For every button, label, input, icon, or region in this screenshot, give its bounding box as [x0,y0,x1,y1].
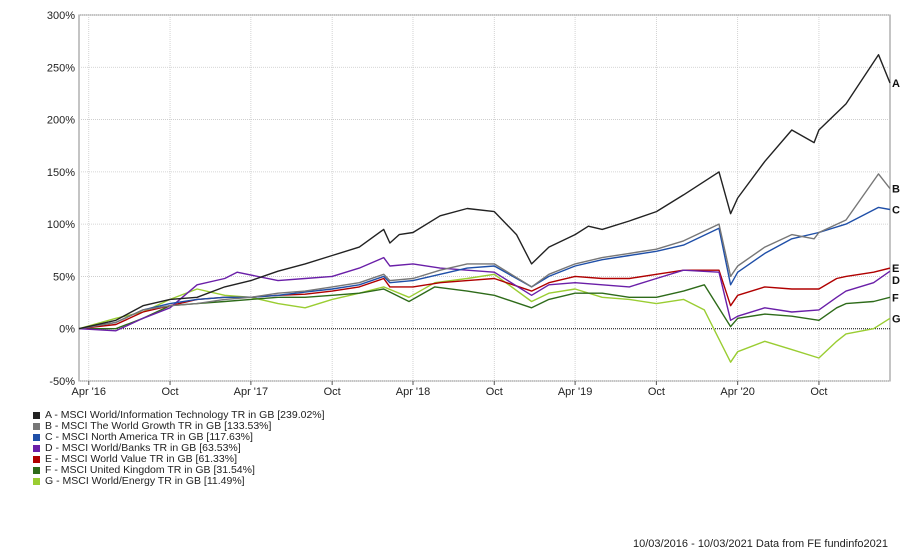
y-tick-label: 300% [47,10,75,22]
axis-ticks: -50% 0% 50% 100% 150% 200% 250% 300% Apr '16 Oct A… [47,10,828,398]
legend-item-e: E - MSCI World Value TR in GB [61.33%] [33,454,325,465]
x-tick-label: Oct [648,386,665,398]
legend-label: E - MSCI World Value TR in GB [61.33%] [45,453,237,465]
series-end-label-e: E [892,263,899,275]
legend-swatch [33,412,40,419]
legend-label: C - MSCI North America TR in GB [117.63%… [45,431,253,443]
series-line-e [78,267,891,330]
legend-item-b: B - MSCI The World Growth TR in GB [133.… [33,421,325,432]
x-tick-label: Apr '18 [396,386,431,398]
x-tick-label: Oct [161,386,178,398]
series-lines [78,54,891,363]
y-tick-label: -50% [49,376,75,388]
series-end-label-a: A [892,78,900,90]
x-tick-label: Apr '17 [234,386,269,398]
y-tick-label: 200% [47,115,75,127]
grid-lines [78,14,891,385]
plot-frame [78,14,891,382]
series-end-label-f: F [892,292,899,304]
legend-item-a: A - MSCI World/Information Technology TR… [33,410,325,421]
legend-label: B - MSCI The World Growth TR in GB [133.… [45,420,272,432]
series-line-a [78,54,891,330]
y-tick-label: 250% [47,62,75,74]
x-tick-label: Apr '20 [720,386,755,398]
series-line-d [78,256,891,332]
series-line-c [78,206,891,330]
series-line-b [78,173,891,330]
series-line-g [78,273,891,363]
legend-swatch [33,478,40,485]
legend-item-d: D - MSCI World/Banks TR in GB [63.53%] [33,443,325,454]
legend-item-g: G - MSCI World/Energy TR in GB [11.49%] [33,476,325,487]
chart-legend: A - MSCI World/Information Technology TR… [33,410,325,487]
series-end-label-b: B [892,184,900,196]
line-chart: -50% 0% 50% 100% 150% 200% 250% 300% Apr '16 Oct A… [47,10,900,398]
legend-swatch [33,456,40,463]
legend-label: A - MSCI World/Information Technology TR… [45,409,325,421]
legend-swatch [33,434,40,441]
legend-item-f: F - MSCI United Kingdom TR in GB [31.54%… [33,465,325,476]
y-tick-label: 150% [47,167,75,179]
x-tick-label: Oct [486,386,503,398]
x-tick-label: Apr '19 [558,386,593,398]
legend-label: F - MSCI United Kingdom TR in GB [31.54%… [45,464,255,476]
series-end-label-g: G [892,313,900,325]
legend-swatch [33,445,40,452]
y-tick-label: 0% [59,324,75,336]
legend-swatch [33,467,40,474]
legend-swatch [33,423,40,430]
legend-label: G - MSCI World/Energy TR in GB [11.49%] [45,475,245,487]
y-tick-label: 50% [53,271,75,283]
legend-label: D - MSCI World/Banks TR in GB [63.53%] [45,442,241,454]
x-tick-label: Apr '16 [72,386,107,398]
x-tick-label: Oct [324,386,341,398]
y-tick-label: 100% [47,219,75,231]
series-end-label-d: D [892,275,900,287]
series-line-f [79,284,891,330]
legend-item-c: C - MSCI North America TR in GB [117.63%… [33,432,325,443]
series-end-label-c: C [892,205,900,217]
date-range-source-note: 10/03/2016 - 10/03/2021 Data from FE fun… [632,538,888,550]
x-tick-label: Oct [810,386,827,398]
